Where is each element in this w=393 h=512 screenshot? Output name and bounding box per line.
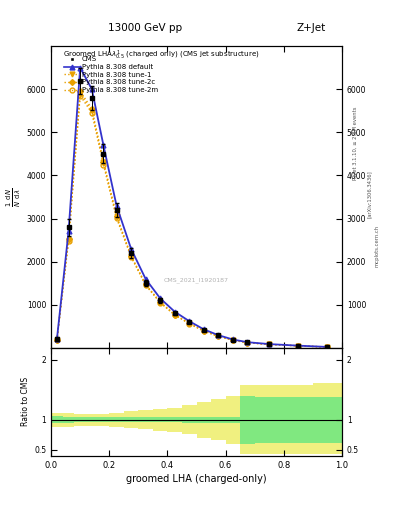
Y-axis label: Ratio to CMS: Ratio to CMS: [21, 377, 30, 426]
Legend: CMS, Pythia 8.308 default, Pythia 8.308 tune-1, Pythia 8.308 tune-2c, Pythia 8.3: CMS, Pythia 8.308 default, Pythia 8.308 …: [61, 54, 161, 96]
Text: Z+Jet: Z+Jet: [297, 23, 326, 33]
X-axis label: groomed LHA (charged-only): groomed LHA (charged-only): [126, 474, 267, 484]
Text: CMS_2021_I1920187: CMS_2021_I1920187: [164, 278, 229, 283]
Y-axis label: $\frac{1}{N}\,\frac{\mathrm{d}N}{\mathrm{d}\lambda}$: $\frac{1}{N}\,\frac{\mathrm{d}N}{\mathrm…: [4, 187, 22, 207]
Text: 13000 GeV pp: 13000 GeV pp: [108, 23, 182, 33]
Text: [arXiv:1306.3436]: [arXiv:1306.3436]: [367, 170, 372, 219]
Text: mcplots.cern.ch: mcplots.cern.ch: [375, 225, 380, 267]
Text: Groomed LHA$\lambda^{1}_{0.5}$ (charged only) (CMS jet substructure): Groomed LHA$\lambda^{1}_{0.5}$ (charged …: [63, 49, 259, 62]
Text: Rivet 3.1.10, ≥ 2.8M events: Rivet 3.1.10, ≥ 2.8M events: [353, 106, 358, 180]
